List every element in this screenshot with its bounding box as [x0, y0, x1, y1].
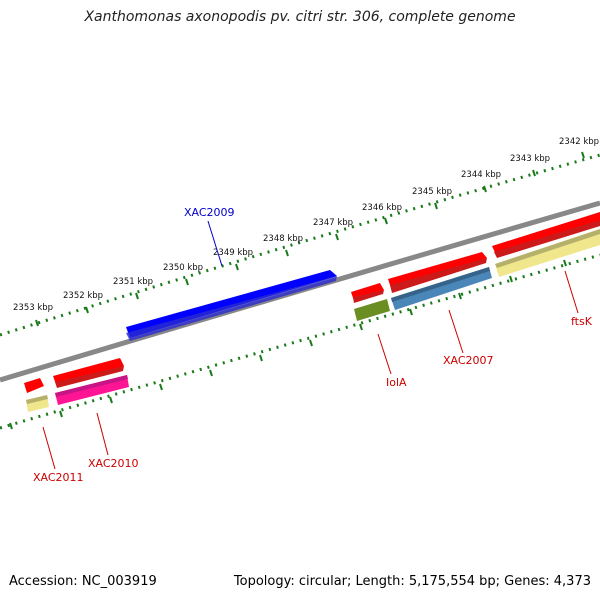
gene-label-xac2007[interactable]: XAC2007 [443, 354, 494, 367]
forward-genes [24, 212, 600, 393]
gene-xac2011-forward[interactable] [24, 378, 44, 393]
inner-major-ticks [9, 259, 567, 430]
kbp-label: 2346 kbp [362, 203, 402, 213]
topology-text: Topology: circular; Length: 5,175,554 bp… [233, 574, 591, 589]
kbp-label: 2344 kbp [461, 170, 501, 180]
kbp-label: 2345 kbp [412, 187, 452, 197]
kbp-label: 2343 kbp [510, 154, 550, 164]
leader-lines [42, 220, 579, 470]
kbp-label: 2342 kbp [559, 137, 599, 147]
gene-label-xac2011[interactable]: XAC2011 [33, 471, 84, 484]
outer-tick-track [0, 153, 600, 337]
gene-label-iola[interactable]: IolA [386, 376, 407, 389]
kbp-label: 2351 kbp [113, 277, 153, 287]
kbp-label: 2347 kbp [313, 218, 353, 228]
inner-tick-track [0, 253, 600, 430]
kbp-label: 2349 kbp [213, 248, 253, 258]
kbp-label: 2350 kbp [163, 263, 203, 273]
gene-label-ftsk[interactable]: ftsK [571, 315, 593, 328]
reverse-genes [26, 229, 600, 412]
kbp-label: 2348 kbp [263, 234, 303, 244]
accession-text: Accession: NC_003919 [9, 574, 157, 589]
kbp-label: 2352 kbp [63, 291, 103, 301]
kbp-labels: 2342 kbp 2343 kbp 2344 kbp 2345 kbp 2346… [13, 137, 599, 313]
kbp-label: 2353 kbp [13, 303, 53, 313]
outer-major-ticks [35, 151, 585, 327]
gene-iola[interactable] [354, 299, 390, 321]
map-title: Xanthomonas axonopodis pv. citri str. 30… [84, 9, 516, 25]
gene-label-xac2010[interactable]: XAC2010 [88, 457, 139, 470]
gene-label-xac2009[interactable]: XAC2009 [184, 206, 235, 219]
